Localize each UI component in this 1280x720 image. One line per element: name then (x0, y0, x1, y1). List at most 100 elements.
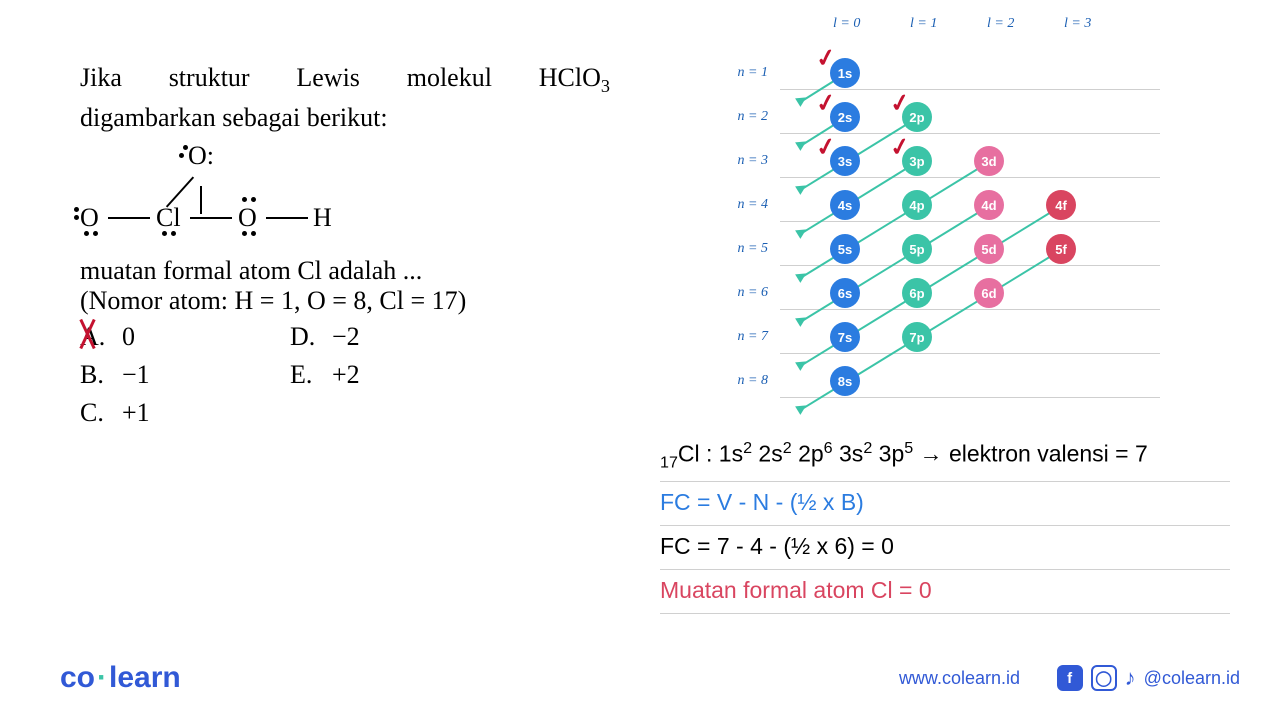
orbital-4f: 4f (1046, 190, 1076, 220)
l-header: l = 3 (1064, 16, 1091, 32)
orbital-5s: 5s (830, 234, 860, 264)
solution-line-1: 17Cl : 1s2 2s2 2p6 3s2 3p5 → elektron va… (660, 432, 1230, 482)
option-value: +2 (332, 360, 360, 390)
aufbau-diagram: l = 0l = 1l = 2l = 3n = 1n = 2n = 3n = 4… (720, 16, 1190, 411)
lewis-structure: O: O Cl O H (80, 141, 380, 251)
q-word: molekul (407, 60, 492, 100)
lewis-dot (251, 231, 256, 236)
orbital-8s: 8s (830, 366, 860, 396)
lewis-atom-mid-o: O (238, 203, 257, 233)
orbital-6d: 6d (974, 278, 1004, 308)
option-e: E. +2 (290, 360, 500, 390)
n-label: n = 2 (720, 109, 768, 125)
lewis-dot (84, 231, 89, 236)
lewis-dot (171, 231, 176, 236)
atom-numbers: (Nomor atom: H = 1, O = 8, Cl = 17) (80, 286, 620, 316)
grid-line (780, 353, 1160, 354)
orbital-3d: 3d (974, 146, 1004, 176)
n-label: n = 8 (720, 373, 768, 389)
lewis-dot (242, 197, 247, 202)
option-b: B. −1 (80, 360, 290, 390)
n-label: n = 7 (720, 329, 768, 345)
orbital-6p: 6p (902, 278, 932, 308)
social-links: f ◯ ♪ @colearn.id (1057, 665, 1240, 691)
sup: 2 (783, 439, 792, 457)
q-word: HClO3 (539, 60, 610, 100)
option-letter: B. (80, 360, 108, 390)
option-value: −2 (332, 322, 360, 352)
logo-left: co (60, 661, 95, 694)
sup: 6 (824, 439, 833, 457)
lewis-dot (162, 231, 167, 236)
orbital-5d: 5d (974, 234, 1004, 264)
option-value: 0 (122, 322, 135, 352)
lewis-dot (74, 215, 79, 220)
lewis-bond (200, 186, 202, 214)
arrow-head-icon (795, 401, 809, 415)
solution-panel: 17Cl : 1s2 2s2 2p6 3s2 3p5 → elektron va… (660, 432, 1230, 614)
lewis-dot (74, 207, 79, 212)
sup: 2 (743, 439, 752, 457)
logo-right: learn (109, 661, 181, 694)
orbital-6s: 6s (830, 278, 860, 308)
solution-line-2: FC = V - N - (½ x B) (660, 482, 1230, 526)
aufbau-arrow (801, 161, 989, 278)
lewis-atom-left-o: O (80, 203, 99, 233)
lewis-bond (266, 217, 308, 219)
check-mark-icon: ✓ (888, 87, 913, 119)
grid-line (780, 397, 1160, 398)
options-grid: A. 0 D. −2 B. −1 E. +2 C. +1 (80, 322, 620, 428)
orbital-5f: 5f (1046, 234, 1076, 264)
q-word: struktur (169, 60, 250, 100)
question-line-2: digambarkan sebagai berikut: (80, 100, 620, 136)
subscript: 3 (601, 76, 610, 96)
brand-logo: co·learn (60, 661, 181, 695)
grid-line (780, 89, 1160, 90)
arrow-head-icon (795, 225, 809, 239)
aufbau-arrow (801, 205, 989, 322)
option-d: D. −2 (290, 322, 500, 352)
n-label: n = 5 (720, 241, 768, 257)
option-letter: C. (80, 398, 108, 428)
aufbau-arrow (801, 161, 917, 234)
arrow-head-icon (795, 269, 809, 283)
lewis-dot (242, 231, 247, 236)
option-letter: E. (290, 360, 318, 390)
orbital-4s: 4s (830, 190, 860, 220)
footer: co·learn www.colearn.id f ◯ ♪ @colearn.i… (0, 660, 1280, 696)
lewis-atom-cl: Cl (156, 203, 181, 233)
lewis-dot (179, 153, 184, 158)
question-muatan: muatan formal atom Cl adalah ... (80, 256, 620, 286)
orbital-4p: 4p (902, 190, 932, 220)
grid-line (780, 221, 1160, 222)
arrow-head-icon (795, 181, 809, 195)
q-word: Lewis (296, 60, 360, 100)
instagram-icon: ◯ (1091, 665, 1117, 691)
sup: 5 (904, 439, 913, 457)
check-mark-icon: ✓ (888, 131, 913, 163)
question-line-1: Jika struktur Lewis molekul HClO3 (80, 60, 610, 100)
facebook-icon: f (1057, 665, 1083, 691)
option-c: C. +1 (80, 398, 290, 428)
l-header: l = 2 (987, 16, 1014, 32)
grid-line (780, 265, 1160, 266)
lewis-atom-top-o: O: (188, 141, 214, 171)
question-panel: Jika struktur Lewis molekul HClO3 digamb… (80, 60, 620, 428)
logo-dot-icon: · (97, 661, 107, 694)
website-url: www.colearn.id (899, 668, 1020, 689)
lewis-atom-h: H (313, 203, 332, 233)
question-text: Jika struktur Lewis molekul HClO3 digamb… (80, 60, 620, 136)
l-header: l = 1 (910, 16, 937, 32)
n-label: n = 1 (720, 65, 768, 81)
q-word: Jika (80, 60, 122, 100)
grid-line (780, 309, 1160, 310)
orbital-5p: 5p (902, 234, 932, 264)
n-label: n = 6 (720, 285, 768, 301)
subscript: 17 (660, 453, 678, 471)
solution-line-3: FC = 7 - 4 - (½ x 6) = 0 (660, 526, 1230, 570)
l-header: l = 0 (833, 16, 860, 32)
check-mark-icon: ✓ (814, 131, 839, 163)
social-handle: @colearn.id (1144, 668, 1240, 689)
orbital-7s: 7s (830, 322, 860, 352)
lewis-bond (108, 217, 150, 219)
